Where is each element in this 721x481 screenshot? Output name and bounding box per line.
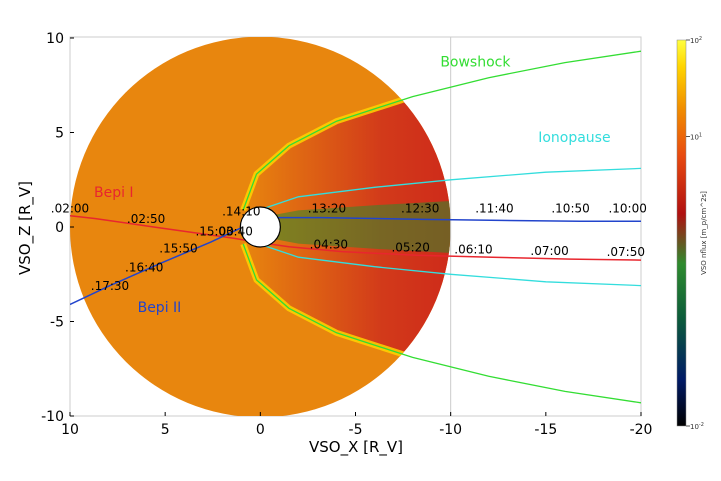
timestamp-label: .04:30: [310, 238, 348, 252]
timestamp-label: .13:20: [308, 202, 346, 216]
x-tick-label: -5: [349, 422, 363, 438]
timestamp-label: .15:00: [195, 224, 233, 238]
x-tick-label: 0: [256, 422, 265, 438]
timestamp-label: .11:40: [475, 202, 513, 216]
x-axis: 10 5 0 -5 -10 -15 -20: [61, 412, 652, 438]
annotations: Bowshock Ionopause Bepi I .02:00 .02:50 .03:4…: [51, 54, 647, 316]
timestamp-label: .12:30: [401, 202, 439, 216]
y-axis: 10 5 0 -5 -10: [41, 31, 74, 425]
planet-venus: [239, 206, 281, 248]
timestamp-label: .05:20: [391, 240, 429, 254]
timestamp-label: .07:50: [607, 245, 645, 259]
colorbar-tick-label: 10-2: [690, 422, 704, 431]
boundary-bowshock-lower: [242, 243, 641, 404]
x-tick-label: -10: [439, 422, 462, 438]
timestamp-label: .16:40: [125, 260, 163, 274]
y-tick-label: 10: [46, 31, 64, 47]
x-tick-label: 10: [61, 422, 79, 438]
x-tick-label: -15: [534, 422, 557, 438]
y-tick-label: -10: [41, 409, 64, 425]
colorbar-tick-label: 102: [690, 36, 702, 45]
trajectory-bepi-i: [70, 214, 641, 261]
colorbar-tick-label: 101: [690, 133, 702, 142]
timestamp-label: .07:00: [530, 244, 568, 258]
timestamp-label: .17:30: [91, 279, 129, 293]
series-label: Bepi II: [138, 300, 182, 316]
timestamp-label: .06:10: [454, 242, 492, 256]
timestamp-label: .03:40: [214, 224, 252, 238]
timestamp-label: .02:00: [51, 202, 89, 216]
colorbar-bar: [676, 39, 687, 427]
timestamp-label: .10:50: [551, 202, 589, 216]
colorbar: 102 101 10-2 VSO nflux [m_p/cm^2s]: [676, 36, 708, 431]
x-tick-label: 5: [161, 422, 170, 438]
boundary-label: Bowshock: [440, 54, 511, 70]
timestamp-label: .10:00: [608, 202, 646, 216]
timestamp-label: .15:50: [159, 241, 197, 255]
colorbar-label: VSO nflux [m_p/cm^2s]: [700, 191, 708, 275]
y-tick-label: 5: [55, 126, 64, 142]
colorbar-ticks: 102 101 10-2: [686, 36, 704, 431]
boundary-bowshock-upper: [242, 50, 641, 211]
wake-core: [248, 194, 451, 260]
x-tick-label: -20: [630, 422, 653, 438]
x-axis-label: VSO_X [R_V]: [309, 438, 403, 457]
timestamp-label: .02:50: [127, 212, 165, 226]
y-tick-label: -5: [50, 315, 64, 331]
boundary-label: Ionopause: [538, 130, 610, 146]
y-tick-label: 0: [55, 220, 64, 236]
timestamp-label: .14:10: [222, 204, 260, 218]
y-axis-label: VSO_Z [R_V]: [16, 181, 35, 275]
series-label: Bepi I: [94, 185, 134, 201]
